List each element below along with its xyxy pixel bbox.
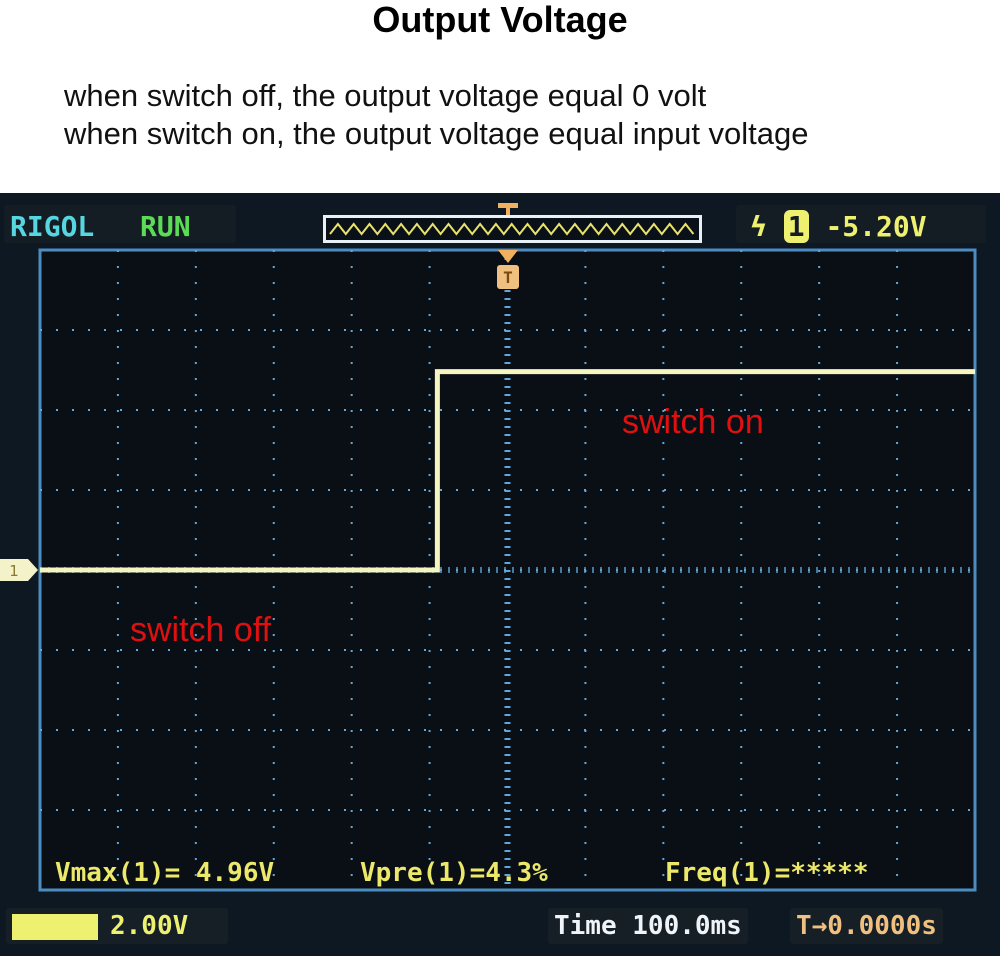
ch1-marker-label: 1 (9, 562, 19, 580)
trigger-info: ϟ 1 -5.20V (750, 210, 927, 243)
trigger-channel-badge: 1 (783, 210, 809, 243)
timebase[interactable]: Time 100.0ms (548, 908, 748, 944)
vpre-measurement: Vpre(1)=4.3% (360, 858, 548, 888)
brand-label: RIGOL (10, 210, 95, 243)
trigger-box (736, 205, 986, 243)
switch-on-label: switch on (622, 403, 764, 441)
memory-position-bar (323, 215, 702, 243)
ch1-scale-box[interactable]: 2.00V (6, 908, 228, 944)
freq-measurement: Freq(1)=***** (665, 858, 869, 888)
switch-off-label: switch off (130, 611, 272, 649)
ch1-ground-marker[interactable]: 1 (0, 559, 38, 581)
page-title: Output Voltage (372, 0, 628, 40)
trigger-offset[interactable]: T→0.0000s (790, 908, 943, 944)
run-status: RUN (140, 210, 191, 243)
trigger-level: -5.20V (825, 210, 927, 243)
trigger-position-marker: T (497, 203, 519, 289)
waveform-preview-icon (329, 222, 695, 236)
ch1-coupling-icon (12, 913, 98, 940)
description-line-1: when switch off, the output voltage equa… (64, 78, 707, 113)
waveform-plot: T 1 (0, 203, 977, 892)
trigger-marker-label: T (503, 268, 513, 287)
vmax-measurement: Vmax(1)= 4.96V (55, 858, 275, 888)
oscilloscope-screen: RIGOL RUN ϟ 1 -5.20V T 1 switch on switc… (0, 193, 1000, 956)
ch1-scale: 2.00V (110, 911, 189, 941)
description-line-2: when switch on, the output voltage equal… (64, 116, 809, 151)
ch1-trace (40, 369, 975, 573)
edge-trigger-icon: ϟ (750, 210, 767, 243)
ch1-waveform-line (40, 369, 975, 573)
status-box (4, 205, 236, 243)
